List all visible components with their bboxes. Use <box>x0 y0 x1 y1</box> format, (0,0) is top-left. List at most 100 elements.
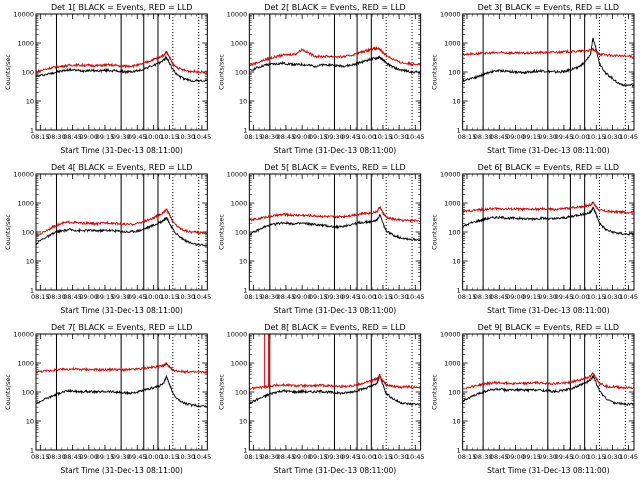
x-tick-label: 09:45 <box>341 133 360 141</box>
y-tick-label: 1000 <box>231 200 248 208</box>
x-tick-label: 09:00 <box>79 453 98 461</box>
y-tick-label: 1 <box>457 127 461 135</box>
chart-panel: Det 5[ BLACK = Events, RED = LLD Counts/s… <box>217 163 424 315</box>
y-tick-label: 10000 <box>227 331 248 339</box>
x-tick-label: 10:00 <box>144 453 163 461</box>
chart-title: Det 8[ BLACK = Events, RED = LLD <box>264 323 405 332</box>
x-tick-label: 08:30 <box>474 293 493 301</box>
chart-panel: Det 9[ BLACK = Events, RED = LLD Counts/s… <box>431 323 638 475</box>
x-tick-label: 08:30 <box>47 133 66 141</box>
chart-panel: Det 3[ BLACK = Events, RED = LLD Counts/s… <box>431 3 638 155</box>
plot-frame <box>248 173 422 291</box>
events-series-line <box>462 206 635 236</box>
y-tick-label: 100 <box>448 389 460 397</box>
x-tick-label: 08:45 <box>63 133 82 141</box>
y-tick-label: 1000 <box>17 200 34 208</box>
x-tick-label: 08:15 <box>31 133 50 141</box>
x-tick-label: 09:30 <box>325 453 344 461</box>
x-tick-label: 10:00 <box>571 453 590 461</box>
x-tick-label: 10:30 <box>603 453 622 461</box>
y-tick-label: 1 <box>243 127 247 135</box>
chart-title: Det 7[ BLACK = Events, RED = LLD <box>51 323 192 332</box>
plot-frame <box>248 13 422 131</box>
x-tick-label: 10:15 <box>587 133 606 141</box>
x-tick-label: 10:30 <box>603 293 622 301</box>
x-tick-label: 10:30 <box>390 133 409 141</box>
y-tick-label: 10000 <box>440 171 461 179</box>
y-axis-label: Counts/sec <box>4 54 12 90</box>
y-tick-label: 100 <box>235 389 247 397</box>
y-tick-label: 1000 <box>17 40 34 48</box>
x-tick-label: 09:15 <box>522 293 541 301</box>
x-axis-label: Start Time (31-Dec-13 08:11:00) <box>487 466 609 475</box>
y-axis-label: Counts/sec <box>431 374 439 410</box>
chart-panel: Det 6[ BLACK = Events, RED = LLD Counts/s… <box>431 163 638 315</box>
y-tick-label: 10 <box>239 98 247 106</box>
x-tick-label: 09:30 <box>538 133 557 141</box>
x-tick-label: 10:00 <box>357 293 376 301</box>
x-axis-label: Start Time (31-Dec-13 08:11:00) <box>60 306 182 315</box>
x-tick-label: 09:15 <box>96 453 115 461</box>
y-tick-label: 1000 <box>444 200 461 208</box>
x-tick-label: 09:00 <box>506 293 525 301</box>
x-tick-label: 10:30 <box>603 133 622 141</box>
plot-frame <box>462 173 635 291</box>
y-axis-label: Counts/sec <box>4 374 12 410</box>
plot-frame <box>462 333 635 451</box>
x-tick-label: 09:15 <box>96 293 115 301</box>
x-axis-label: Start Time (31-Dec-13 08:11:00) <box>60 146 182 155</box>
x-tick-label: 09:00 <box>293 293 312 301</box>
plot-frame <box>35 333 208 451</box>
lld-series-line <box>462 371 635 390</box>
chart-panel: Det 7[ BLACK = Events, RED = LLD Counts/s… <box>4 323 211 475</box>
x-tick-label: 10:00 <box>571 293 590 301</box>
x-tick-label: 09:00 <box>293 453 312 461</box>
y-tick-label: 1 <box>457 447 461 455</box>
x-tick-label: 10:00 <box>357 453 376 461</box>
x-tick-label: 09:00 <box>79 293 98 301</box>
x-tick-label: 08:30 <box>260 133 279 141</box>
x-tick-label: 10:15 <box>374 133 393 141</box>
x-tick-label: 10:45 <box>406 133 425 141</box>
x-tick-label: 10:15 <box>160 453 179 461</box>
x-tick-label: 10:30 <box>176 453 195 461</box>
x-tick-label: 09:45 <box>555 453 574 461</box>
chart-panel: Det 8[ BLACK = Events, RED = LLD Counts/s… <box>217 323 424 475</box>
x-tick-label: 10:45 <box>193 293 212 301</box>
x-tick-label: 08:15 <box>31 453 50 461</box>
lld-series-line <box>35 50 208 74</box>
plot-frame <box>462 13 635 131</box>
x-tick-label: 10:45 <box>619 293 638 301</box>
x-tick-label: 09:45 <box>128 293 147 301</box>
x-axis-label: Start Time (31-Dec-13 08:11:00) <box>487 306 609 315</box>
x-tick-label: 10:15 <box>160 133 179 141</box>
x-tick-label: 08:30 <box>474 133 493 141</box>
chart-title: Det 3[ BLACK = Events, RED = LLD <box>478 3 619 12</box>
x-tick-label: 08:30 <box>474 453 493 461</box>
x-tick-label: 08:15 <box>458 293 477 301</box>
y-tick-label: 1 <box>30 287 34 295</box>
y-tick-label: 10000 <box>13 331 34 339</box>
y-tick-label: 100 <box>235 229 247 237</box>
x-tick-label: 09:30 <box>112 133 131 141</box>
x-tick-label: 10:00 <box>144 293 163 301</box>
x-tick-label: 09:00 <box>506 453 525 461</box>
x-tick-label: 09:30 <box>325 293 344 301</box>
x-tick-label: 08:15 <box>244 133 263 141</box>
chart-title: Det 1[ BLACK = Events, RED = LLD <box>51 3 192 12</box>
y-tick-label: 10000 <box>227 11 248 19</box>
events-series-line <box>462 37 635 88</box>
x-tick-label: 08:15 <box>458 133 477 141</box>
x-tick-label: 09:15 <box>522 133 541 141</box>
x-tick-label: 09:30 <box>112 293 131 301</box>
chart-title: Det 9[ BLACK = Events, RED = LLD <box>478 323 619 332</box>
y-tick-label: 10 <box>26 258 34 266</box>
x-tick-label: 09:00 <box>293 133 312 141</box>
y-tick-label: 10 <box>452 418 460 426</box>
y-tick-label: 100 <box>448 69 460 77</box>
x-tick-label: 09:15 <box>309 293 328 301</box>
y-axis-label: Counts/sec <box>4 214 12 250</box>
y-tick-label: 10000 <box>13 171 34 179</box>
y-tick-label: 10 <box>239 258 247 266</box>
x-tick-label: 09:30 <box>325 133 344 141</box>
